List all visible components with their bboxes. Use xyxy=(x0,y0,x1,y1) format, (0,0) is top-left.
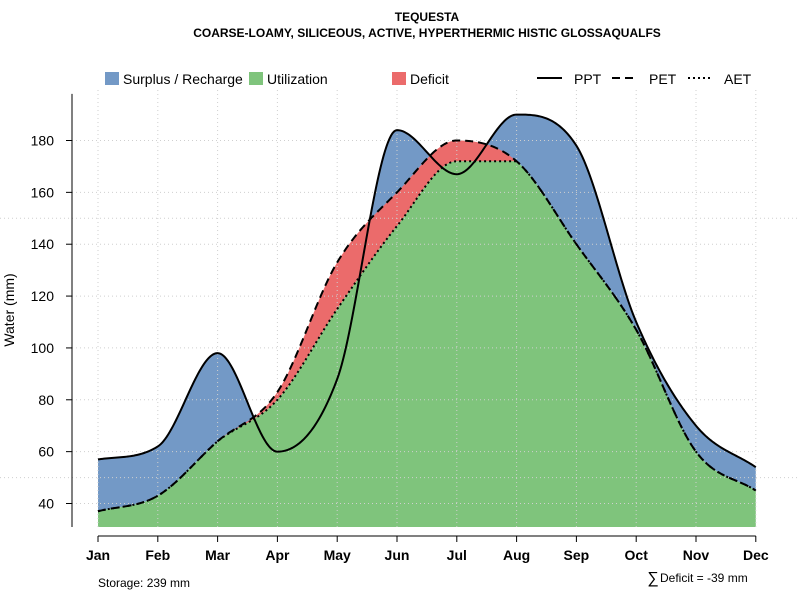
x-tick-label: Jun xyxy=(385,547,410,563)
deficit-annotation: Deficit = -39 mm xyxy=(660,571,748,585)
y-tick-label: 160 xyxy=(31,184,55,200)
x-tick-label: Jan xyxy=(86,547,110,563)
x-tick-label: Nov xyxy=(683,547,710,563)
utilization-area xyxy=(98,161,756,528)
x-tick-label: Jul xyxy=(447,547,467,563)
chart-subtitle: COARSE-LOAMY, SILICEOUS, ACTIVE, HYPERTH… xyxy=(193,26,661,40)
legend-ppt-label: PPT xyxy=(574,71,602,87)
legend-deficit-label: Deficit xyxy=(410,71,449,87)
deficit-sum-symbol: ∑ xyxy=(647,570,658,587)
y-tick-label: 180 xyxy=(31,133,55,149)
x-tick-label: Apr xyxy=(265,547,290,563)
legend-deficit-swatch xyxy=(392,72,406,85)
y-tick-label: 80 xyxy=(38,392,54,408)
legend-utilization-label: Utilization xyxy=(267,71,328,87)
storage-annotation: Storage: 239 mm xyxy=(98,576,190,590)
x-tick-label: Feb xyxy=(145,547,170,563)
chart-title: TEQUESTA xyxy=(395,10,460,24)
x-tick-label: Dec xyxy=(743,547,769,563)
x-tick-label: Aug xyxy=(503,547,530,563)
ppt-line xyxy=(97,113,757,469)
legend-utilization-swatch xyxy=(249,72,263,85)
x-tick-label: Mar xyxy=(205,547,230,563)
legend-surplus-recharge-label: Surplus / Recharge xyxy=(123,71,243,87)
legend-aet-label: AET xyxy=(724,71,752,87)
y-tick-label: 60 xyxy=(38,444,54,460)
aet-line xyxy=(97,160,757,513)
pet-line xyxy=(97,139,757,513)
legend-surplus-recharge-swatch xyxy=(105,72,119,85)
x-tick-label: May xyxy=(324,547,351,563)
y-tick-label: 100 xyxy=(31,340,55,356)
y-tick-label: 40 xyxy=(38,496,54,512)
y-axis-label: Water (mm) xyxy=(1,273,17,346)
surplus-recharge-area xyxy=(98,114,756,512)
x-tick-label: Sep xyxy=(564,547,590,563)
x-tick-label: Oct xyxy=(625,547,649,563)
y-tick-label: 120 xyxy=(31,288,55,304)
legend-pet-label: PET xyxy=(649,71,677,87)
y-tick-label: 140 xyxy=(31,236,55,252)
